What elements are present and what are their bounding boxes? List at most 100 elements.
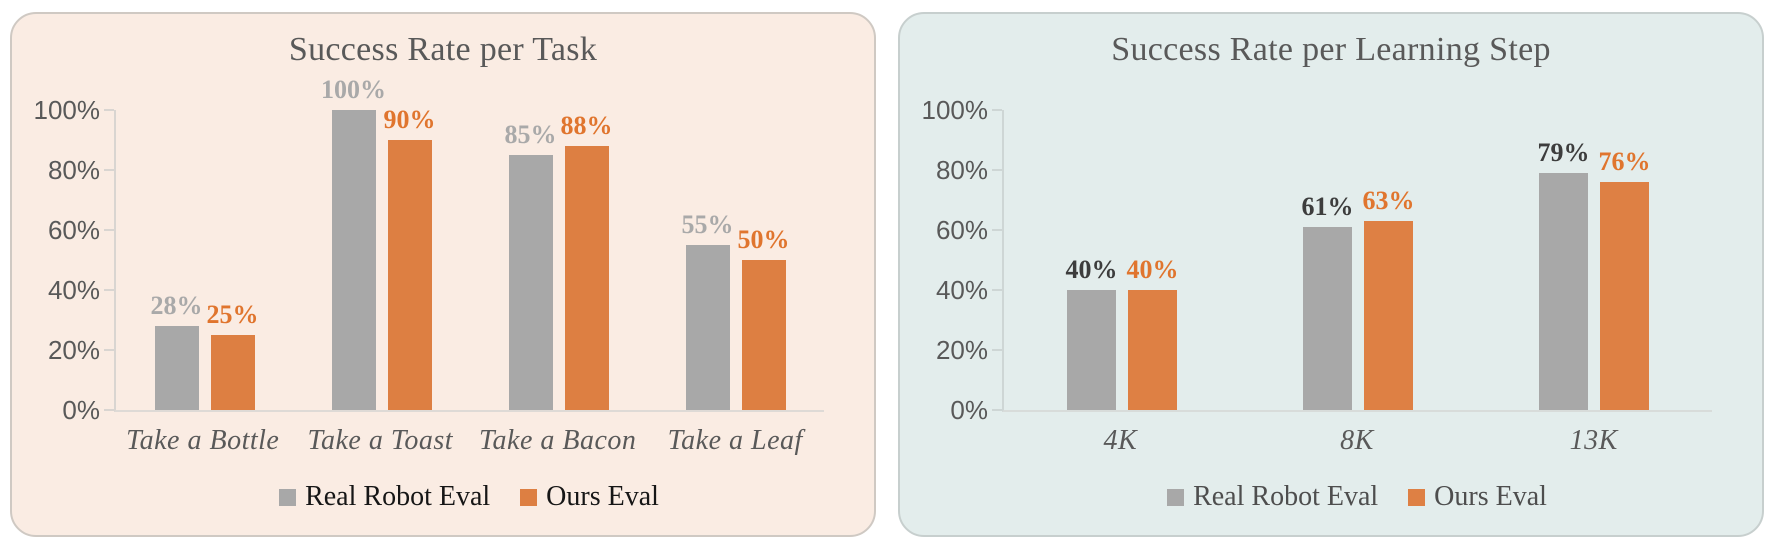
chart-title: Success Rate per Learning Step [1111,31,1551,68]
bar [1067,290,1116,410]
chart-title: Success Rate per Task [288,31,598,68]
y-axis-tick-mark [992,289,1002,291]
bar-unit: 28% [151,110,203,410]
y-axis-tick-mark [104,169,114,171]
category-group: 40% 40% [1004,110,1240,410]
bar [564,146,609,410]
bars-region: 28% 25% 100% 90% 85% 88% 55% 50% [116,76,824,410]
y-axis-tick-label: 20% [47,335,100,365]
legend-swatch [279,488,297,506]
bar [1600,182,1649,410]
bar [1364,221,1413,410]
category-label: 13K [1569,425,1618,456]
category-label: Take a Leaf [667,425,803,456]
legend-label: Ours Eval [1434,481,1547,512]
bar [741,260,786,410]
category-group: 61% 63% [1240,110,1476,410]
y-axis-tick-mark [992,409,1002,411]
chart-panel-success-rate-per-learning-step: Success Rate per Learning Step 0% 20% 40% 6… [898,12,1764,537]
y-axis-tick-label: 20% [935,335,988,365]
category-label: Take a Bacon [479,425,637,456]
category-axis: Take a Bottle Take a Toast Take a Bacon Tak… [114,424,824,458]
bar-value-label: 90% [383,105,436,134]
category-group: 85% 88% [470,110,647,410]
y-axis-tick-mark [104,289,114,291]
bar [1303,227,1352,410]
bar-value-label: 61% [1301,192,1354,221]
legend-entry: Real Robot Eval [1167,482,1378,512]
bar-unit: 61% [1301,110,1354,410]
category-group: 100% 90% [293,76,470,410]
y-axis-tick-mark [992,349,1002,351]
y-axis-tick-label: 80% [47,155,100,185]
bar-unit: 85% [505,110,557,410]
y-axis-tick-label: 100% [921,95,989,125]
category-group: 28% 25% [116,110,293,410]
y-axis-tick-mark [104,409,114,411]
bar [1539,173,1588,410]
legend-entry: Ours Eval [520,482,659,512]
category-label: Take a Bottle [126,425,280,456]
bar-value-label: 50% [737,225,790,254]
bar-unit: 63% [1362,110,1415,410]
bar-value-label: 100% [321,75,386,104]
y-axis-tick-mark [992,169,1002,171]
y-axis-tick-mark [104,349,114,351]
y-axis-tick-label: 0% [62,395,100,425]
bar-unit: 40% [1066,110,1118,410]
bar [685,245,730,410]
bars-region: 40% 40% 61% 63% 79% 76% [1004,110,1712,410]
plot-area: 0% 20% 40% 60% 80% 100% 28% 25% 100% 90% 85% 88% 55%… [34,76,824,423]
legend-label: Real Robot Eval [1193,481,1379,512]
legend: Real Robot Eval Ours Eval [1002,482,1712,512]
chart-panel-success-rate-per-task: Success Rate per Task 0% 20% 40% 60% 80% 100%… [10,12,876,537]
category-label: Take a Toast [307,425,454,456]
bar-value-label: 85% [504,120,557,149]
legend-label: Real Robot Eval [305,481,491,512]
bar-unit: 76% [1598,110,1651,410]
bar-unit: 100% [321,76,386,410]
bar-value-label: 25% [206,300,259,329]
bar-value-label: 63% [1362,186,1415,215]
bar-value-label: 76% [1598,147,1651,176]
bar-value-label: 40% [1126,255,1179,284]
y-axis-tick-mark [992,229,1002,231]
bar [1128,290,1177,410]
bar-value-label: 88% [560,111,613,140]
bar-unit: 90% [384,106,436,410]
legend: Real Robot Eval Ours Eval [114,482,824,512]
y-axis-tick-label: 60% [935,215,988,245]
category-label: 8K [1340,425,1374,456]
bar-value-label: 79% [1537,138,1590,167]
legend-swatch [520,488,538,506]
category-group: 79% 76% [1476,110,1712,410]
y-axis-tick-label: 60% [47,215,100,245]
y-axis-tick-mark [992,109,1002,111]
category-axis: 4K 8K 13K [1002,424,1712,458]
legend-swatch [1167,488,1185,506]
category-label: 4K [1103,425,1138,456]
category-group: 55% 50% [647,110,824,410]
bar [331,110,376,410]
bar-value-label: 55% [681,210,734,239]
y-axis-tick-label: 80% [935,155,988,185]
bar-unit: 25% [207,110,259,410]
bar-unit: 40% [1126,110,1179,410]
legend-label: Ours Eval [546,481,659,512]
bar-unit: 55% [682,110,734,410]
legend-entry: Real Robot Eval [279,482,490,512]
y-axis-tick-mark [104,109,114,111]
bar-unit: 79% [1537,110,1590,410]
y-axis-tick-label: 40% [935,275,988,305]
legend-swatch [1408,488,1426,506]
y-axis-tick-label: 100% [33,95,101,125]
bar-unit: 50% [738,110,790,410]
bar-value-label: 28% [150,291,203,320]
y-axis-tick-mark [104,229,114,231]
plot-area: 0% 20% 40% 60% 80% 100% 40% 40% 61% 63% 79% 76% [922,97,1712,423]
bar [387,140,432,410]
y-axis-tick-label: 0% [950,395,988,425]
legend-entry: Ours Eval [1408,482,1547,512]
bar-unit: 88% [561,110,613,410]
